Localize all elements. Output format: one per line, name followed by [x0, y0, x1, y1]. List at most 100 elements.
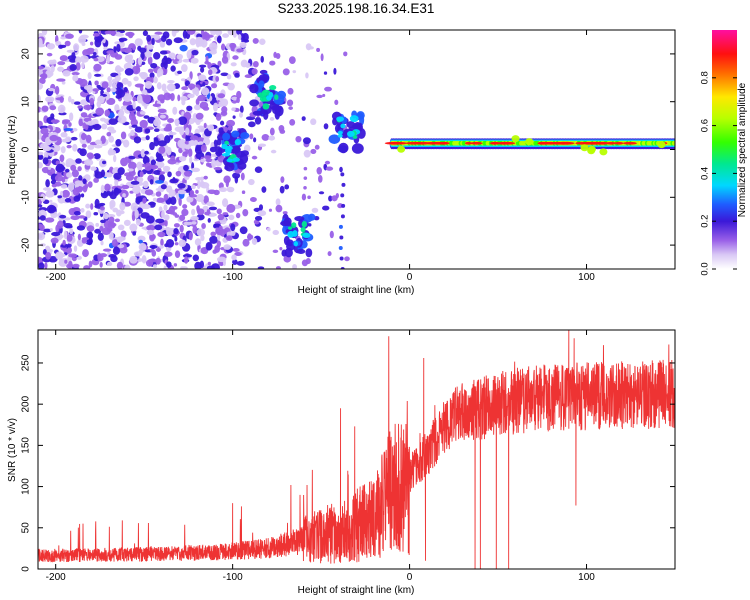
spectrogram-cell: [89, 97, 95, 106]
spectrogram-cell: [108, 79, 113, 88]
spectrogram-cell: [236, 90, 242, 99]
spectrogram-cell: [80, 99, 89, 106]
spectrogram-cell: [200, 39, 208, 48]
spectrogram-cell: [64, 40, 71, 47]
colorbar: 0.0 0.2 0.4 0.6 0.8 Normalized spectral ampl…: [700, 30, 748, 276]
spectrogram-cell: [511, 135, 520, 143]
spectrogram-cell: [57, 195, 63, 199]
spectrogram-cell: [280, 176, 285, 184]
spectrogram-cell: [239, 105, 244, 114]
spectrogram-cell: [159, 245, 164, 249]
spectrogram-cell: [138, 242, 147, 252]
spectrogram-cell: [94, 228, 102, 234]
spectrogram-cell: [99, 206, 105, 211]
spectrogram-cell: [163, 265, 167, 269]
spectrogram-cell: [168, 131, 177, 136]
spectrogram-cell: [122, 93, 133, 102]
spectrogram-cell: [77, 233, 82, 241]
spectrogram-cell: [79, 55, 89, 63]
spectrogram-cell: [69, 112, 74, 122]
spectrogram-cell: [86, 231, 94, 240]
spectrogram-cell: [104, 109, 111, 117]
spectrogram-cell: [49, 227, 53, 232]
spectrogram-cell: [66, 144, 72, 149]
snr-x-label: Height of straight line (km): [298, 585, 415, 596]
spectrogram-cell: [180, 266, 185, 269]
spectrogram-cell: [127, 158, 132, 164]
spectrogram-cell: [295, 135, 302, 143]
spectrogram-cell: [77, 105, 83, 109]
spectrogram-cell: [168, 52, 176, 60]
spectrogram-cell: [155, 157, 165, 162]
spectrogram-cell: [177, 70, 183, 75]
spectrogram-cell: [66, 49, 75, 53]
spectrogram-cell: [170, 196, 177, 205]
spectrogram-cell: [59, 214, 67, 219]
spectrogram-cell: [112, 83, 116, 89]
spectrogram-cell: [223, 175, 231, 184]
spectrogram-cell: [87, 72, 92, 80]
spectrogram-cell: [279, 247, 283, 251]
spectrogram-cell: [113, 46, 117, 53]
spectrogram-cell: [426, 141, 439, 145]
spectrogram-cell: [324, 160, 331, 165]
spectrogram-cell: [177, 183, 186, 189]
spectrogram-cell: [333, 67, 337, 75]
spectrogram-cell: [42, 187, 52, 191]
spectrogram-cell: [80, 193, 85, 198]
spectrogram-cell: [303, 176, 308, 180]
spectrogram-cell: [149, 179, 154, 185]
spectrogram-cell: [78, 118, 84, 127]
spectrogram-cell: [123, 219, 131, 227]
spectrogram-cell: [249, 83, 259, 94]
spectrogram-cell: [221, 55, 229, 64]
spectrogram-cell: [83, 85, 92, 91]
spectrogram-cell: [498, 141, 516, 145]
spectrogram-cell: [226, 203, 236, 213]
spectrogram-cell: [173, 227, 179, 235]
spectrogram-cell: [268, 92, 274, 98]
spectrogram-cell: [184, 176, 190, 180]
spectrogram-cell: [262, 103, 270, 110]
spectrogram-cell: [101, 81, 109, 89]
spectrogram-cell: [130, 118, 138, 127]
spectrogram-cell: [65, 168, 70, 173]
spectrogram-cell: [245, 62, 251, 68]
spectrogram-cell: [42, 145, 52, 152]
spectrogram-cell: [207, 124, 215, 132]
spectrogram-cell: [288, 106, 293, 110]
spectrogram-x-tick-label: -200: [46, 272, 66, 283]
spectrogram-cell: [56, 78, 66, 82]
spectrogram-cell: [232, 55, 239, 60]
spectrogram-cell: [200, 158, 206, 163]
spectrogram-cell: [195, 189, 199, 194]
spectrogram-cell: [308, 46, 314, 50]
spectrogram-cell: [105, 172, 113, 178]
spectrogram-cell: [49, 105, 57, 111]
spectrogram-cell: [108, 231, 114, 240]
spectrogram-cell: [101, 227, 111, 236]
spectrogram-cell: [203, 175, 208, 180]
spectrogram-cell: [128, 125, 133, 130]
spectrogram-cell: [59, 234, 64, 239]
spectrogram-cell: [170, 155, 176, 162]
spectrogram-cell: [107, 126, 115, 131]
colorbar-gradient: [712, 30, 737, 269]
spectrogram-cell: [201, 87, 210, 96]
spectrogram-cell: [191, 49, 199, 56]
spectrogram-cell: [303, 149, 311, 158]
spectrogram-cell: [99, 117, 107, 122]
spectrogram-cell: [252, 38, 259, 44]
spectrogram-cell: [157, 108, 167, 113]
spectrogram-cell: [195, 176, 203, 181]
spectrogram-cell: [137, 56, 143, 66]
spectrogram-cell: [218, 127, 224, 134]
spectrogram-cell: [201, 223, 206, 230]
spectrogram-cell: [282, 68, 290, 76]
spectrogram-cell: [94, 73, 102, 77]
snr-y-tick-label: 150: [21, 437, 32, 454]
spectrogram-cell: [179, 44, 188, 52]
spectrogram-cell: [133, 136, 142, 144]
spectrogram-cell: [257, 210, 267, 217]
